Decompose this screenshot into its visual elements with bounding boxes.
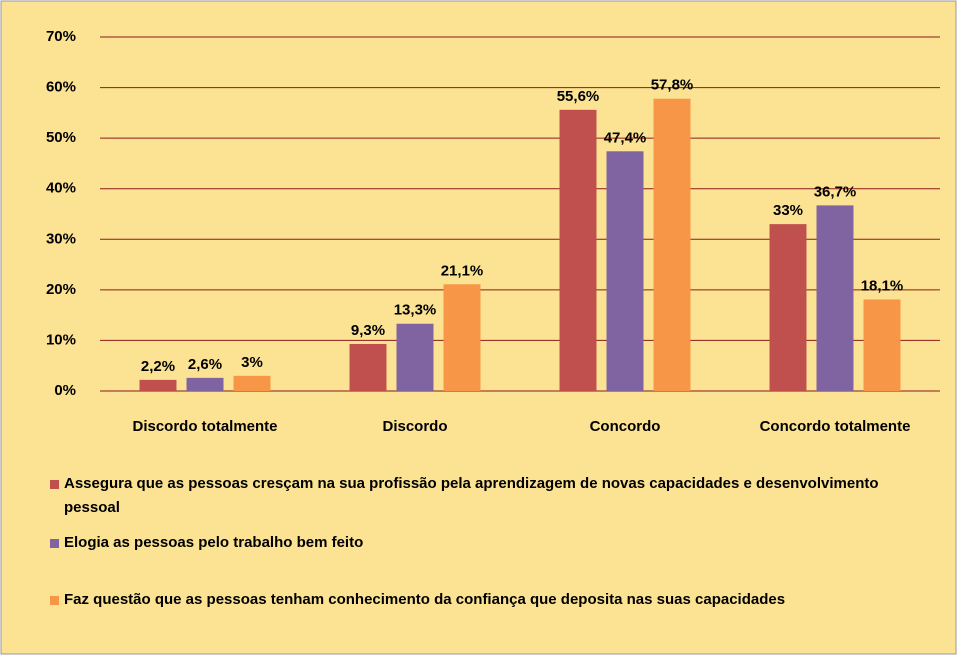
legend-item: Faz questão que as pessoas tenham conhec… bbox=[50, 588, 930, 612]
data-label: 55,6% bbox=[557, 88, 600, 105]
legend-label: Faz questão que as pessoas tenham conhec… bbox=[64, 591, 786, 608]
legend-swatch bbox=[50, 539, 59, 548]
legend-item: Assegura que as pessoas cresçam na sua p… bbox=[50, 472, 930, 520]
data-label: 2,2% bbox=[141, 358, 175, 375]
x-tick-label: Discordo totalmente bbox=[132, 418, 277, 435]
bar bbox=[863, 299, 901, 391]
bar bbox=[186, 377, 224, 391]
y-tick-label: 60% bbox=[46, 79, 76, 96]
data-label: 3% bbox=[241, 354, 263, 371]
bar bbox=[769, 224, 807, 391]
y-tick-label: 70% bbox=[46, 28, 76, 45]
legend-label: Assegura que as pessoas cresçam na sua p… bbox=[64, 475, 879, 516]
data-label: 2,6% bbox=[188, 356, 222, 373]
bar bbox=[559, 109, 597, 391]
y-tick-label: 0% bbox=[54, 382, 76, 399]
bar bbox=[606, 151, 644, 391]
legend: Assegura que as pessoas cresçam na sua p… bbox=[50, 472, 930, 623]
data-label: 33% bbox=[773, 202, 803, 219]
bar bbox=[349, 343, 387, 391]
data-label: 36,7% bbox=[814, 183, 857, 200]
data-label: 57,8% bbox=[651, 77, 694, 94]
bar bbox=[396, 323, 434, 391]
bar bbox=[653, 98, 691, 391]
data-label: 13,3% bbox=[394, 302, 437, 319]
x-tick-label: Concordo bbox=[590, 418, 661, 435]
data-label: 9,3% bbox=[351, 322, 385, 339]
data-label: 47,4% bbox=[604, 129, 647, 146]
legend-swatch bbox=[50, 596, 59, 605]
data-label: 18,1% bbox=[861, 277, 904, 294]
x-tick-label: Discordo bbox=[382, 418, 447, 435]
bar bbox=[443, 284, 481, 391]
y-tick-label: 10% bbox=[46, 331, 76, 348]
data-label: 21,1% bbox=[441, 262, 484, 279]
legend-item: Elogia as pessoas pelo trabalho bem feit… bbox=[50, 531, 930, 555]
bar bbox=[233, 375, 271, 391]
bar bbox=[139, 379, 177, 391]
bar bbox=[816, 205, 854, 391]
y-tick-label: 40% bbox=[46, 180, 76, 197]
legend-label: Elogia as pessoas pelo trabalho bem feit… bbox=[64, 534, 364, 551]
legend-swatch bbox=[50, 480, 59, 489]
y-tick-label: 30% bbox=[46, 230, 76, 247]
y-tick-label: 20% bbox=[46, 281, 76, 298]
y-tick-label: 50% bbox=[46, 129, 76, 146]
x-tick-label: Concordo totalmente bbox=[760, 418, 911, 435]
